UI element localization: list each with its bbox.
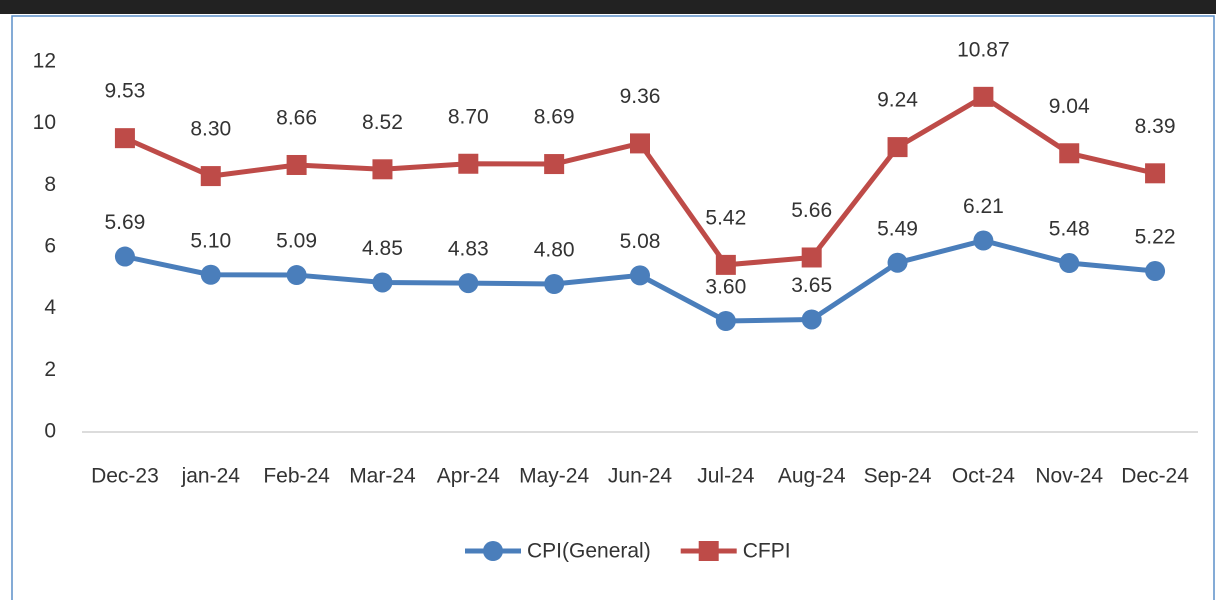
x-tick-label: Feb-24 bbox=[263, 465, 330, 488]
legend-marker bbox=[483, 541, 503, 561]
data-point bbox=[200, 264, 221, 285]
data-point bbox=[887, 252, 908, 273]
y-tick-label: 8 bbox=[44, 173, 56, 196]
legend-label: CFPI bbox=[743, 540, 791, 563]
data-point bbox=[801, 247, 822, 268]
y-tick-label: 10 bbox=[33, 111, 56, 134]
data-label: 4.83 bbox=[448, 238, 489, 261]
data-point bbox=[973, 230, 994, 251]
data-point bbox=[1145, 261, 1166, 282]
data-label: 8.52 bbox=[362, 111, 403, 134]
y-tick-label: 4 bbox=[44, 296, 56, 319]
data-label: 3.60 bbox=[705, 276, 746, 299]
data-label: 8.70 bbox=[448, 105, 489, 128]
data-point bbox=[286, 154, 307, 175]
x-tick-label: Oct-24 bbox=[952, 465, 1015, 488]
data-label: 10.87 bbox=[957, 38, 1010, 61]
data-point bbox=[630, 265, 650, 286]
x-tick-label: jan-24 bbox=[181, 465, 241, 488]
chart-frame bbox=[11, 15, 1215, 600]
legend-marker bbox=[698, 541, 719, 561]
data-point bbox=[801, 309, 822, 330]
data-label: 5.22 bbox=[1135, 226, 1176, 249]
data-point bbox=[458, 153, 479, 174]
data-point bbox=[114, 246, 135, 267]
data-point bbox=[544, 154, 565, 175]
x-tick-label: Mar-24 bbox=[349, 465, 416, 488]
data-label: 6.21 bbox=[963, 195, 1004, 218]
data-point bbox=[286, 265, 307, 286]
x-tick-label: Aug-24 bbox=[778, 465, 846, 488]
data-point bbox=[1059, 143, 1080, 164]
data-point bbox=[1059, 253, 1080, 274]
title-strip bbox=[0, 0, 1216, 14]
data-point bbox=[715, 311, 736, 331]
x-tick-label: Jul-24 bbox=[697, 465, 755, 488]
y-tick-label: 6 bbox=[44, 235, 56, 258]
data-point bbox=[544, 274, 565, 294]
data-label: 5.09 bbox=[276, 230, 317, 253]
x-tick-label: Apr-24 bbox=[437, 465, 500, 488]
x-tick-label: Jun-24 bbox=[608, 465, 673, 488]
data-point bbox=[887, 137, 908, 158]
data-label: 9.04 bbox=[1049, 95, 1090, 118]
y-tick-label: 2 bbox=[44, 358, 56, 381]
data-label: 4.80 bbox=[534, 239, 575, 262]
x-tick-label: Sep-24 bbox=[864, 465, 932, 488]
data-label: 9.36 bbox=[620, 85, 661, 108]
data-label: 5.66 bbox=[791, 199, 832, 222]
x-tick-label: Nov-24 bbox=[1035, 465, 1103, 488]
y-tick-label: 12 bbox=[33, 50, 56, 73]
data-point bbox=[372, 272, 393, 293]
data-label: 4.85 bbox=[362, 237, 403, 260]
data-label: 8.69 bbox=[534, 106, 575, 129]
x-tick-label: May-24 bbox=[519, 465, 589, 488]
data-label: 5.08 bbox=[620, 230, 661, 253]
data-point bbox=[1145, 163, 1166, 184]
data-label: 5.48 bbox=[1049, 218, 1090, 241]
data-label: 3.65 bbox=[791, 274, 832, 297]
data-point bbox=[114, 128, 135, 149]
data-label: 5.69 bbox=[104, 211, 145, 234]
data-label: 8.66 bbox=[276, 107, 317, 130]
data-label: 9.53 bbox=[104, 80, 145, 103]
x-tick-label: Dec-23 bbox=[91, 465, 159, 488]
data-point bbox=[200, 166, 221, 187]
data-point bbox=[973, 86, 994, 107]
data-point bbox=[715, 254, 736, 275]
data-label: 8.39 bbox=[1135, 115, 1176, 138]
data-label: 8.30 bbox=[190, 118, 231, 141]
data-label: 5.42 bbox=[705, 206, 746, 229]
y-tick-label: 0 bbox=[44, 420, 56, 443]
data-label: 5.10 bbox=[190, 229, 231, 252]
x-tick-label: Dec-24 bbox=[1121, 465, 1189, 488]
data-point bbox=[458, 273, 479, 294]
data-point bbox=[372, 159, 393, 180]
data-label: 5.49 bbox=[877, 217, 918, 240]
data-label: 9.24 bbox=[877, 89, 918, 112]
legend-label: CPI(General) bbox=[527, 540, 651, 563]
data-point bbox=[630, 133, 650, 154]
